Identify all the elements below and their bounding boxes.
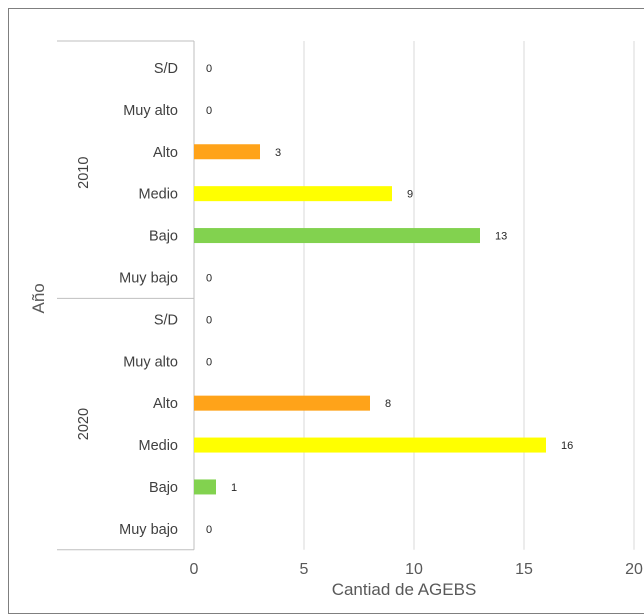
group-label-2010: 2010 xyxy=(76,157,92,189)
data-label: 13 xyxy=(495,231,507,243)
x-tick-label: 10 xyxy=(405,561,423,578)
x-tick-label: 15 xyxy=(515,561,533,578)
bar-2020-medio xyxy=(194,437,546,453)
category-label: Muy alto xyxy=(123,354,178,370)
category-label: Muy bajo xyxy=(119,522,178,538)
data-label: 1 xyxy=(231,482,237,494)
bar-2020-bajo xyxy=(194,479,216,495)
y-axis-title: Año xyxy=(29,283,48,313)
category-label: Bajo xyxy=(149,480,178,496)
category-label: Medio xyxy=(139,187,179,203)
data-label: 0 xyxy=(206,105,212,117)
x-tick-label: 5 xyxy=(300,561,309,578)
category-label: Alto xyxy=(153,145,178,161)
chart-frame: S/D 0 Muy alto 0 Alto 3 Medio 9 Bajo 13 Muy bajo 0 2… xyxy=(8,8,644,614)
group-label-2020: 2020 xyxy=(76,408,92,440)
category-label: S/D xyxy=(154,312,178,328)
category-label: S/D xyxy=(154,61,178,77)
bar-2010-bajo xyxy=(194,228,480,244)
data-label: 0 xyxy=(206,272,212,284)
data-label: 8 xyxy=(385,398,391,410)
data-label: 0 xyxy=(206,314,212,326)
category-label: Medio xyxy=(139,438,179,454)
data-label: 3 xyxy=(275,147,281,159)
category-label: Bajo xyxy=(149,229,178,245)
data-label: 0 xyxy=(206,524,212,536)
x-axis-title: Cantiad de AGEBS xyxy=(332,580,477,599)
x-tick-label: 0 xyxy=(190,561,199,578)
x-tick-label: 20 xyxy=(625,561,643,578)
data-label: 0 xyxy=(206,63,212,75)
bar-2010-medio xyxy=(194,186,392,202)
data-label: 0 xyxy=(206,356,212,368)
category-label: Muy bajo xyxy=(119,270,178,286)
category-label: Muy alto xyxy=(123,103,178,119)
data-label: 16 xyxy=(561,440,573,452)
bar-2010-alto xyxy=(194,144,260,160)
data-label: 9 xyxy=(407,189,413,201)
bar-chart: S/D 0 Muy alto 0 Alto 3 Medio 9 Bajo 13 Muy bajo 0 2… xyxy=(29,40,643,599)
bar-2020-alto xyxy=(194,395,370,411)
category-label: Alto xyxy=(153,396,178,412)
